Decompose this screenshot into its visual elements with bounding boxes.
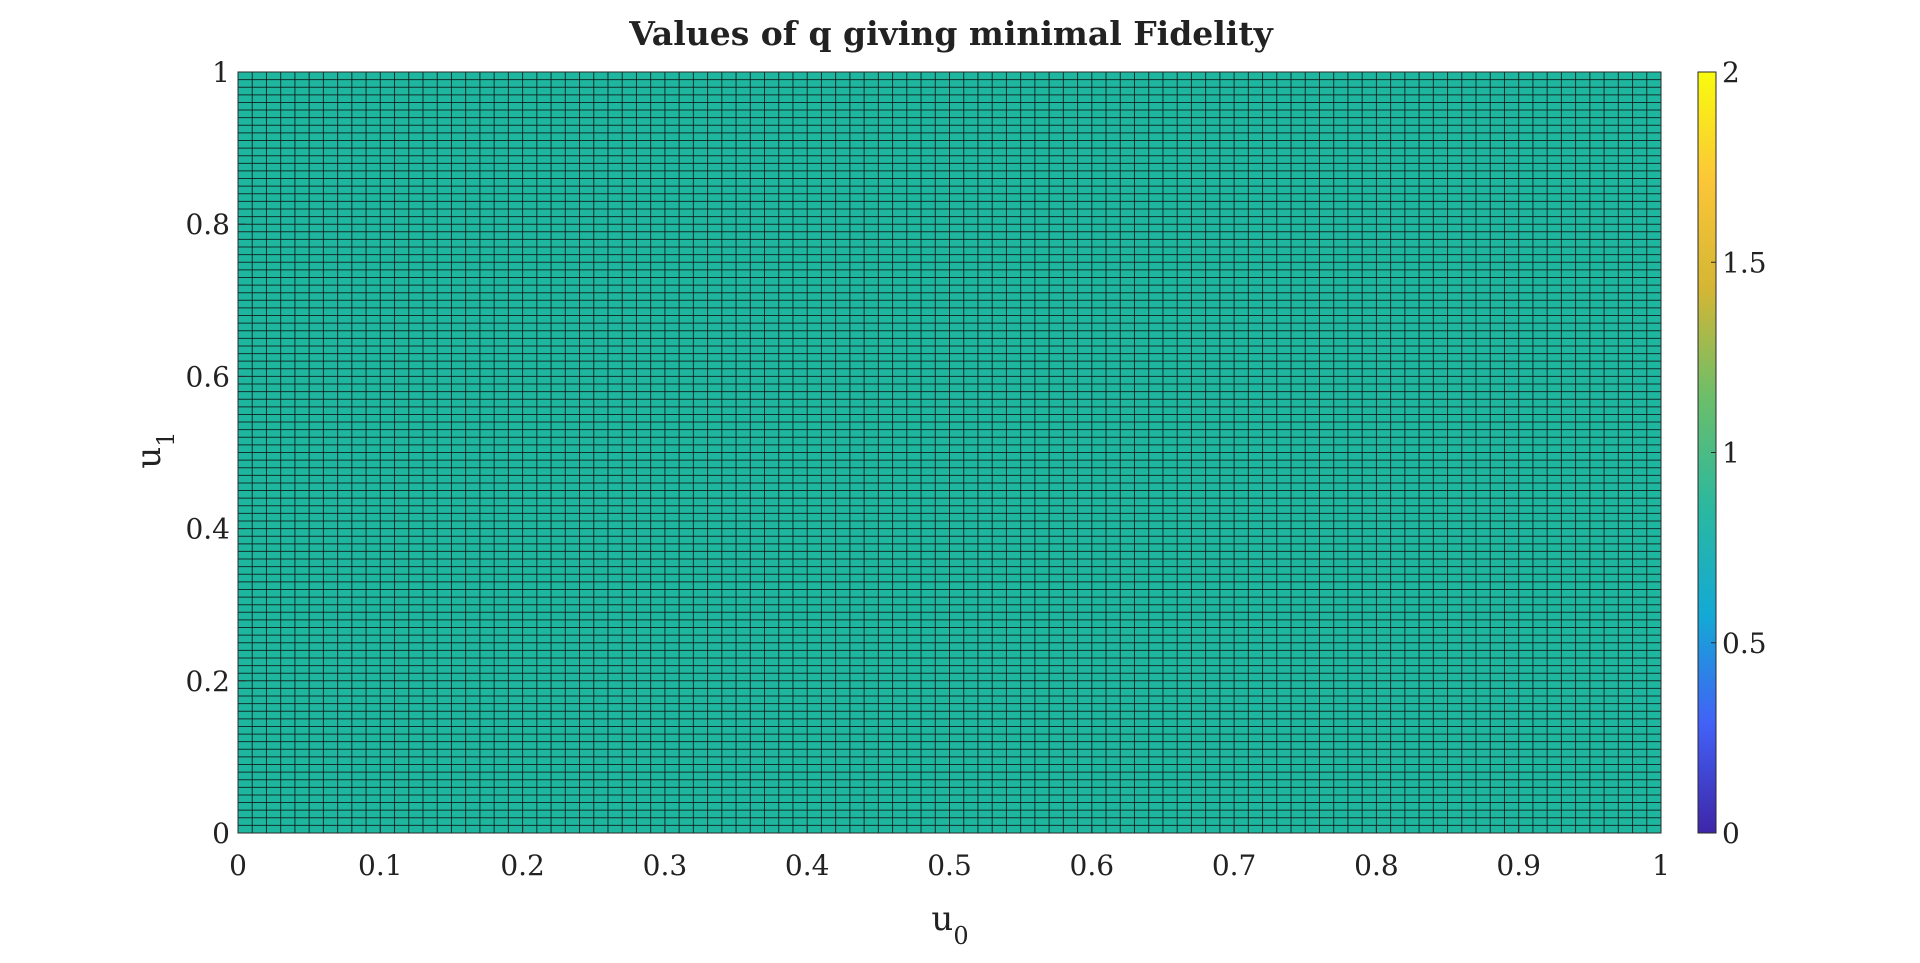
x-axis-label-base: u (931, 899, 953, 939)
x-tick-label: 0.5 (927, 849, 972, 882)
y-tick-label: 0 (212, 817, 230, 850)
x-tick-label: 1 (1652, 849, 1670, 882)
colorbar: 0 0.5 1 1.5 2 (1697, 56, 1767, 850)
colorbar-tick-label: 0 (1722, 817, 1740, 850)
x-tick-label: 0.7 (1212, 849, 1257, 882)
x-axis: 0 0.1 0.2 0.3 0.4 0.5 0.6 0.7 0.8 0.9 1 (229, 825, 1670, 882)
x-tick-label: 0.8 (1354, 849, 1399, 882)
y-axis: 0 0.2 0.4 0.6 0.8 1 (185, 56, 246, 850)
y-axis-label-base: u (129, 447, 169, 469)
x-tick-label: 0.4 (785, 849, 830, 882)
plot-area (237, 71, 1662, 834)
colorbar-tick-label: 2 (1722, 56, 1740, 89)
y-tick-label: 1 (212, 56, 230, 89)
y-axis-label-subscript: 1 (152, 431, 180, 446)
heatmap-grid-lines (237, 71, 1662, 834)
x-tick-label: 0.9 (1496, 849, 1541, 882)
colorbar-tick-label: 0.5 (1722, 627, 1767, 660)
x-tick-label: 0.3 (643, 849, 688, 882)
x-tick-label: 0.6 (1070, 849, 1115, 882)
x-tick-label: 0.1 (358, 849, 403, 882)
x-axis-label-subscript: 0 (953, 922, 968, 950)
y-tick-label: 0.6 (185, 360, 230, 393)
y-tick-label: 0.8 (185, 208, 230, 241)
y-tick-label: 0.2 (185, 665, 230, 698)
colorbar-tick-label: 1 (1722, 437, 1740, 470)
chart-title: Values of q giving minimal Fidelity (628, 14, 1273, 53)
x-axis-label: u0 (931, 899, 968, 950)
x-tick-label: 0 (229, 849, 247, 882)
y-axis-label: u1 (129, 431, 180, 468)
colorbar-tick-label: 1.5 (1722, 246, 1767, 279)
y-tick-label: 0.4 (185, 513, 230, 546)
x-tick-label: 0.2 (500, 849, 545, 882)
colorbar-ticks: 0 0.5 1 1.5 2 (1711, 56, 1767, 850)
